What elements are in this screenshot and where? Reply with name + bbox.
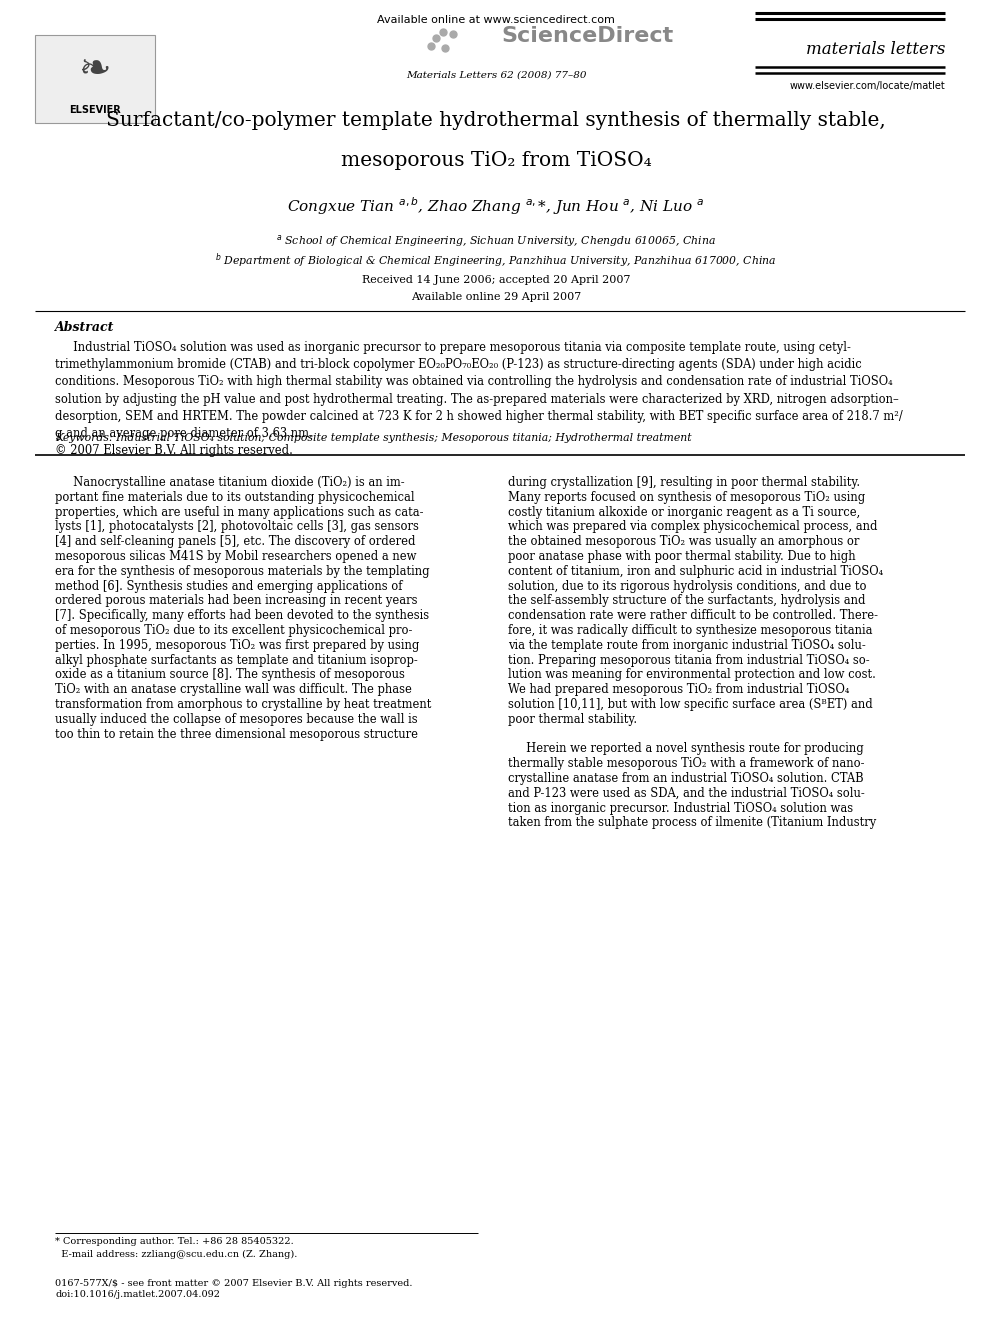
Bar (35, 34, 155, 123)
Text: $^a$ School of Chemical Engineering, Sichuan University, Chengdu 610065, China: $^a$ School of Chemical Engineering, Sic… (276, 233, 716, 249)
Text: method [6]. Synthesis studies and emerging applications of: method [6]. Synthesis studies and emergi… (55, 579, 403, 593)
Text: Surfactant/co-polymer template hydrothermal synthesis of thermally stable,: Surfactant/co-polymer template hydrother… (106, 111, 886, 130)
Text: www.elsevier.com/locate/matlet: www.elsevier.com/locate/matlet (790, 81, 945, 91)
Text: alkyl phosphate surfactants as template and titanium isoprop-: alkyl phosphate surfactants as template … (55, 654, 418, 667)
Text: solution [10,11], but with low specific surface area (SᴮET) and: solution [10,11], but with low specific … (508, 699, 873, 710)
Text: Many reports focused on synthesis of mesoporous TiO₂ using: Many reports focused on synthesis of mes… (508, 491, 865, 504)
Text: of mesoporous TiO₂ due to its excellent physicochemical pro-: of mesoporous TiO₂ due to its excellent … (55, 624, 413, 636)
Text: during crystallization [9], resulting in poor thermal stability.: during crystallization [9], resulting in… (508, 476, 860, 490)
Text: Received 14 June 2006; accepted 20 April 2007: Received 14 June 2006; accepted 20 April… (362, 275, 630, 284)
Text: ScienceDirect: ScienceDirect (501, 26, 674, 46)
Text: We had prepared mesoporous TiO₂ from industrial TiOSO₄: We had prepared mesoporous TiO₂ from ind… (508, 683, 849, 696)
Text: [7]. Specifically, many efforts had been devoted to the synthesis: [7]. Specifically, many efforts had been… (55, 609, 430, 622)
Text: lution was meaning for environmental protection and low cost.: lution was meaning for environmental pro… (508, 668, 876, 681)
Text: tion as inorganic precursor. Industrial TiOSO₄ solution was: tion as inorganic precursor. Industrial … (508, 802, 853, 815)
Text: 0167-577X/$ - see front matter © 2007 Elsevier B.V. All rights reserved.: 0167-577X/$ - see front matter © 2007 El… (55, 1279, 413, 1289)
Text: the self-assembly structure of the surfactants, hydrolysis and: the self-assembly structure of the surfa… (508, 594, 865, 607)
Text: Abstract: Abstract (55, 321, 114, 333)
Text: tion. Preparing mesoporous titania from industrial TiOSO₄ so-: tion. Preparing mesoporous titania from … (508, 654, 870, 667)
Text: [4] and self-cleaning panels [5], etc. The discovery of ordered: [4] and self-cleaning panels [5], etc. T… (55, 536, 416, 548)
Text: solution, due to its rigorous hydrolysis conditions, and due to: solution, due to its rigorous hydrolysis… (508, 579, 866, 593)
Text: perties. In 1995, mesoporous TiO₂ was first prepared by using: perties. In 1995, mesoporous TiO₂ was fi… (55, 639, 420, 652)
Text: costly titanium alkoxide or inorganic reagent as a Ti source,: costly titanium alkoxide or inorganic re… (508, 505, 860, 519)
Text: the obtained mesoporous TiO₂ was usually an amorphous or: the obtained mesoporous TiO₂ was usually… (508, 536, 859, 548)
Text: and P-123 were used as SDA, and the industrial TiOSO₄ solu-: and P-123 were used as SDA, and the indu… (508, 787, 865, 800)
Text: Industrial TiOSO₄ solution was used as inorganic precursor to prepare mesoporous: Industrial TiOSO₄ solution was used as i… (55, 341, 903, 458)
Text: TiO₂ with an anatase crystalline wall was difficult. The phase: TiO₂ with an anatase crystalline wall wa… (55, 683, 412, 696)
Text: doi:10.1016/j.matlet.2007.04.092: doi:10.1016/j.matlet.2007.04.092 (55, 1290, 220, 1299)
Point (435, 21, 451, 42)
Text: $^b$ Department of Biological & Chemical Engineering, Panzhihua University, Panz: $^b$ Department of Biological & Chemical… (215, 251, 777, 270)
Text: transformation from amorphous to crystalline by heat treatment: transformation from amorphous to crystal… (55, 699, 432, 710)
Text: ELSEVIER: ELSEVIER (69, 105, 121, 115)
Text: ❧: ❧ (78, 52, 111, 89)
Point (437, 37, 453, 58)
Text: Herein we reported a novel synthesis route for producing: Herein we reported a novel synthesis rou… (508, 742, 864, 755)
Text: poor thermal stability.: poor thermal stability. (508, 713, 637, 726)
Text: taken from the sulphate process of ilmenite (Titanium Industry: taken from the sulphate process of ilmen… (508, 816, 876, 830)
Text: portant fine materials due to its outstanding physicochemical: portant fine materials due to its outsta… (55, 491, 415, 504)
Text: thermally stable mesoporous TiO₂ with a framework of nano-: thermally stable mesoporous TiO₂ with a … (508, 757, 864, 770)
Text: Available online 29 April 2007: Available online 29 April 2007 (411, 292, 581, 302)
Text: lysts [1], photocatalysts [2], photovoltaic cells [3], gas sensors: lysts [1], photocatalysts [2], photovolt… (55, 520, 419, 533)
Text: which was prepared via complex physicochemical process, and: which was prepared via complex physicoch… (508, 520, 878, 533)
Text: materials letters: materials letters (806, 41, 945, 58)
Text: fore, it was radically difficult to synthesize mesoporous titania: fore, it was radically difficult to synt… (508, 624, 873, 636)
Point (429, 28, 444, 49)
Text: content of titanium, iron and sulphuric acid in industrial TiOSO₄: content of titanium, iron and sulphuric … (508, 565, 883, 578)
Text: properties, which are useful in many applications such as cata-: properties, which are useful in many app… (55, 505, 424, 519)
Text: E-mail address: zzliang@scu.edu.cn (Z. Zhang).: E-mail address: zzliang@scu.edu.cn (Z. Z… (55, 1250, 298, 1259)
Text: usually induced the collapse of mesopores because the wall is: usually induced the collapse of mesopore… (55, 713, 418, 726)
Point (423, 36, 438, 57)
Text: oxide as a titanium source [8]. The synthesis of mesoporous: oxide as a titanium source [8]. The synt… (55, 668, 405, 681)
Text: poor anatase phase with poor thermal stability. Due to high: poor anatase phase with poor thermal sta… (508, 550, 856, 564)
Text: era for the synthesis of mesoporous materials by the templating: era for the synthesis of mesoporous mate… (55, 565, 430, 578)
Text: Keywords: Industrial TiOSO₄ solution; Composite template synthesis; Mesoporous t: Keywords: Industrial TiOSO₄ solution; Co… (55, 433, 691, 443)
Text: mesoporous TiO₂ from TiOSO₄: mesoporous TiO₂ from TiOSO₄ (340, 151, 652, 169)
Text: ordered porous materials had been increasing in recent years: ordered porous materials had been increa… (55, 594, 418, 607)
Text: too thin to retain the three dimensional mesoporous structure: too thin to retain the three dimensional… (55, 728, 418, 741)
Text: * Corresponding author. Tel.: +86 28 85405322.: * Corresponding author. Tel.: +86 28 854… (55, 1237, 294, 1246)
Text: via the template route from inorganic industrial TiOSO₄ solu-: via the template route from inorganic in… (508, 639, 866, 652)
Point (445, 24, 461, 45)
Text: Congxue Tian $^{a,b}$, Zhao Zhang $^{a,}$*, Jun Hou $^a$, Ni Luo $^a$: Congxue Tian $^{a,b}$, Zhao Zhang $^{a,}… (287, 194, 705, 217)
Text: Nanocrystalline anatase titanium dioxide (TiO₂) is an im-: Nanocrystalline anatase titanium dioxide… (55, 476, 405, 490)
Text: Materials Letters 62 (2008) 77–80: Materials Letters 62 (2008) 77–80 (406, 71, 586, 79)
Text: condensation rate were rather difficult to be controlled. There-: condensation rate were rather difficult … (508, 609, 878, 622)
Text: mesoporous silicas M41S by Mobil researchers opened a new: mesoporous silicas M41S by Mobil researc… (55, 550, 417, 564)
Text: crystalline anatase from an industrial TiOSO₄ solution. CTAB: crystalline anatase from an industrial T… (508, 773, 864, 785)
Text: Available online at www.sciencedirect.com: Available online at www.sciencedirect.co… (377, 15, 615, 25)
